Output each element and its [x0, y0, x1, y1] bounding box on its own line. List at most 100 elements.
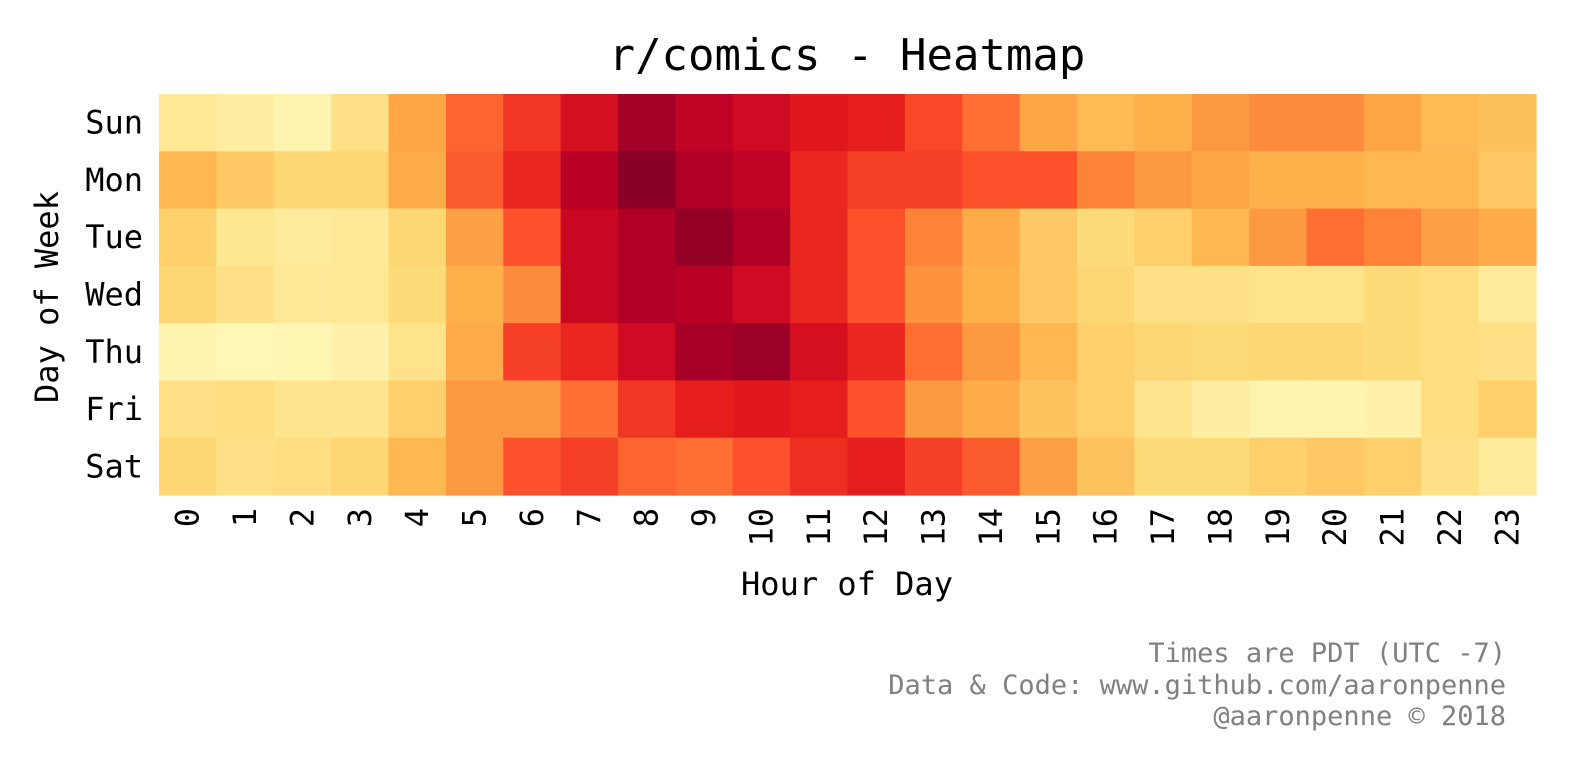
heatmap-cell-fri-23 — [1478, 380, 1537, 439]
x-tick-13: 13 — [915, 508, 953, 547]
heatmap-cell-fri-13 — [904, 380, 963, 439]
heatmap-cell-thu-5 — [445, 323, 504, 382]
heatmap-cell-fri-17 — [1134, 380, 1193, 439]
heatmap-cell-wed-5 — [445, 265, 504, 324]
heatmap-cell-fri-14 — [962, 380, 1021, 439]
heatmap-cell-sat-17 — [1134, 437, 1193, 496]
heatmap-cell-thu-4 — [388, 323, 447, 382]
heatmap-cell-sat-20 — [1306, 437, 1365, 496]
heatmap-cell-fri-16 — [1077, 380, 1135, 439]
heatmap-cell-fri-8 — [618, 380, 676, 439]
heatmap-cell-sun-19 — [1249, 94, 1308, 152]
heatmap-cell-wed-23 — [1478, 265, 1537, 324]
x-tick-23: 23 — [1488, 508, 1526, 547]
heatmap-cell-tue-9 — [675, 208, 734, 267]
heatmap-cell-thu-20 — [1306, 323, 1365, 382]
heatmap-cell-sat-19 — [1249, 437, 1308, 496]
heatmap-cell-wed-11 — [790, 265, 849, 324]
heatmap-cell-thu-19 — [1249, 323, 1308, 382]
heatmap-cell-fri-10 — [732, 380, 791, 439]
heatmap-cell-mon-22 — [1421, 151, 1480, 210]
heatmap-cell-tue-7 — [560, 208, 619, 267]
heatmap-cell-mon-7 — [560, 151, 619, 210]
heatmap-cell-sat-3 — [331, 437, 390, 496]
heatmap-cell-sat-2 — [273, 437, 332, 496]
heatmap-cell-sat-5 — [445, 437, 504, 496]
heatmap-cell-sun-22 — [1421, 94, 1480, 152]
heatmap-cell-tue-1 — [216, 208, 275, 267]
heatmap-cell-sun-7 — [560, 94, 619, 152]
heatmap-cell-sat-0 — [159, 437, 217, 496]
heatmap-cell-tue-12 — [847, 208, 906, 267]
heatmap-cell-wed-21 — [1363, 265, 1422, 324]
heatmap-cell-mon-2 — [273, 151, 332, 210]
x-tick-7: 7 — [570, 508, 608, 527]
y-axis-label: Day of Week — [28, 191, 66, 403]
heatmap-cell-wed-16 — [1077, 265, 1135, 324]
y-tick-thu: Thu — [85, 333, 143, 371]
x-tick-labels: 0 1 2 3 4 5 6 7 8 9 10 11 12 13 14 15 16 17 18 19 20 21 22 23 — [169, 508, 1527, 547]
heatmap-cell-fri-1 — [216, 380, 275, 439]
heatmap-cell-wed-17 — [1134, 265, 1193, 324]
heatmap-cell-thu-0 — [159, 323, 217, 382]
heatmap-cell-sat-16 — [1077, 437, 1135, 496]
heatmap-cell-mon-23 — [1478, 151, 1537, 210]
heatmap-cell-wed-6 — [503, 265, 562, 324]
heatmap-cell-mon-18 — [1191, 151, 1250, 210]
heatmap-cell-sat-18 — [1191, 437, 1250, 496]
heatmap-cell-thu-7 — [560, 323, 619, 382]
heatmap-cell-thu-21 — [1363, 323, 1422, 382]
heatmap-cell-wed-13 — [904, 265, 963, 324]
x-tick-12: 12 — [857, 508, 895, 547]
heatmap-cell-tue-17 — [1134, 208, 1193, 267]
heatmap-cell-mon-19 — [1249, 151, 1308, 210]
heatmap-cell-wed-20 — [1306, 265, 1365, 324]
footer-copyright: @aaronpenne © 2018 — [1213, 701, 1506, 732]
heatmap-cell-tue-14 — [962, 208, 1021, 267]
heatmap-cell-sat-10 — [732, 437, 791, 496]
heatmap-cell-sun-0 — [159, 94, 217, 152]
x-tick-9: 9 — [685, 508, 723, 527]
heatmap-cell-sun-12 — [847, 94, 906, 152]
heatmap-cell-mon-10 — [732, 151, 791, 210]
y-tick-labels: Sun Mon Tue Wed Thu Fri Sat — [85, 104, 143, 486]
heatmap-cell-sat-7 — [560, 437, 619, 496]
heatmap-cell-sat-6 — [503, 437, 562, 496]
heatmap-cell-sat-11 — [790, 437, 849, 496]
heatmap-cell-fri-18 — [1191, 380, 1250, 439]
heatmap-cell-wed-1 — [216, 265, 275, 324]
heatmap-cell-fri-21 — [1363, 380, 1422, 439]
heatmap-cell-wed-4 — [388, 265, 447, 324]
x-tick-3: 3 — [341, 508, 379, 527]
heatmap-cell-wed-8 — [618, 265, 676, 324]
heatmap-cell-fri-4 — [388, 380, 447, 439]
heatmap-cell-sat-23 — [1478, 437, 1537, 496]
heatmap-cell-mon-21 — [1363, 151, 1422, 210]
heatmap-cell-mon-1 — [216, 151, 275, 210]
heatmap-cell-fri-22 — [1421, 380, 1480, 439]
heatmap-cell-mon-11 — [790, 151, 849, 210]
heatmap-cells — [159, 94, 1537, 496]
heatmap-cell-thu-3 — [331, 323, 390, 382]
heatmap-cell-sun-14 — [962, 94, 1021, 152]
heatmap-cell-fri-5 — [445, 380, 504, 439]
heatmap-cell-mon-14 — [962, 151, 1021, 210]
heatmap-cell-tue-4 — [388, 208, 447, 267]
x-tick-2: 2 — [283, 508, 321, 527]
y-tick-tue: Tue — [85, 218, 143, 256]
heatmap-cell-tue-16 — [1077, 208, 1135, 267]
heatmap-cell-thu-15 — [1019, 323, 1078, 382]
heatmap-cell-wed-12 — [847, 265, 906, 324]
heatmap-cell-fri-20 — [1306, 380, 1365, 439]
x-tick-18: 18 — [1201, 508, 1239, 547]
x-tick-8: 8 — [628, 508, 666, 527]
heatmap-cell-tue-22 — [1421, 208, 1480, 267]
heatmap-cell-sat-15 — [1019, 437, 1078, 496]
heatmap-cell-thu-23 — [1478, 323, 1537, 382]
heatmap-cell-tue-2 — [273, 208, 332, 267]
heatmap-cell-thu-1 — [216, 323, 275, 382]
x-tick-0: 0 — [169, 508, 207, 527]
heatmap-cell-mon-5 — [445, 151, 504, 210]
heatmap-cell-wed-0 — [159, 265, 217, 324]
heatmap-cell-sun-23 — [1478, 94, 1537, 152]
